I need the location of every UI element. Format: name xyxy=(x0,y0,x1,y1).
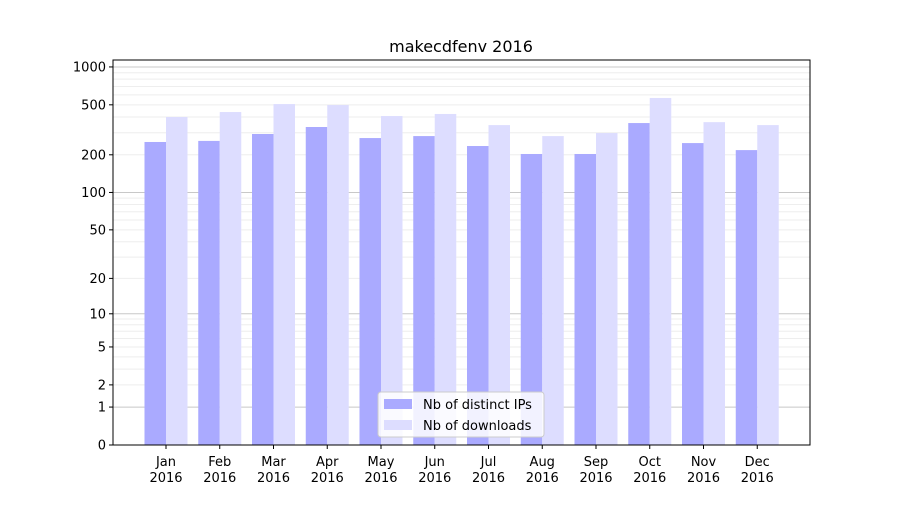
bar-downloads xyxy=(381,116,403,445)
y-tick-label: 200 xyxy=(81,148,106,163)
plot-frame xyxy=(112,59,811,446)
bar-distinct-ips xyxy=(252,133,274,446)
bar-downloads xyxy=(542,136,564,446)
bar-downloads xyxy=(488,125,510,445)
bar-distinct-ips xyxy=(682,143,704,445)
bar-downloads xyxy=(757,125,779,445)
x-tick-label: May 2016 xyxy=(364,455,397,486)
bar-distinct-ips xyxy=(413,136,435,446)
bar-distinct-ips xyxy=(467,146,489,445)
x-tick-label: Oct 2016 xyxy=(633,455,666,486)
bar-distinct-ips xyxy=(628,123,650,445)
bar-downloads xyxy=(649,97,672,445)
y-tick-label: 2 xyxy=(98,378,106,393)
bar-distinct-ips xyxy=(359,138,381,445)
x-tick-label: Nov 2016 xyxy=(687,455,720,486)
y-tick-label: 1 xyxy=(98,401,106,416)
bar-distinct-ips xyxy=(735,150,758,445)
bar-distinct-ips xyxy=(305,127,328,446)
chart-title: makecdfenv 2016 xyxy=(389,37,533,56)
x-tick-label: Sep 2016 xyxy=(579,455,612,486)
bar-downloads xyxy=(219,112,242,445)
y-tick-label: 20 xyxy=(89,272,106,287)
y-tick-label: 1000 xyxy=(73,60,106,75)
x-tick-label: Jul 2016 xyxy=(472,455,505,486)
legend-label: Nb of distinct IPs xyxy=(423,398,532,413)
bar-downloads xyxy=(434,113,457,445)
y-tick-label: 100 xyxy=(81,186,106,201)
bar-distinct-ips xyxy=(144,141,166,445)
legend: Nb of distinct IPs Nb of downloads xyxy=(377,391,545,438)
x-tick-label: Apr 2016 xyxy=(311,455,344,486)
bar-downloads xyxy=(166,117,188,445)
legend-swatch xyxy=(384,399,412,409)
bar-downloads xyxy=(327,105,349,445)
bar-downloads xyxy=(703,122,725,446)
y-tick-label: 0 xyxy=(98,439,106,454)
x-tick-label: Aug 2016 xyxy=(526,455,559,486)
y-tick-label: 500 xyxy=(81,98,106,113)
y-tick-label: 5 xyxy=(98,340,106,355)
legend-box xyxy=(377,391,545,438)
bar-distinct-ips xyxy=(520,153,543,445)
y-tick-label: 10 xyxy=(89,307,106,322)
bar-distinct-ips xyxy=(198,140,220,445)
x-tick-label: Mar 2016 xyxy=(257,455,290,486)
bar-downloads xyxy=(596,133,618,445)
x-tick-label: Dec 2016 xyxy=(741,455,774,486)
x-tick-label: Jan 2016 xyxy=(149,455,182,486)
x-tick-label: Jun 2016 xyxy=(418,455,451,486)
x-tick-label: Feb 2016 xyxy=(203,455,236,486)
bar-distinct-ips xyxy=(574,153,596,445)
bar-downloads xyxy=(273,104,295,446)
legend-swatch xyxy=(384,420,412,430)
y-tick-label: 50 xyxy=(89,223,106,238)
legend-label: Nb of downloads xyxy=(423,419,532,434)
